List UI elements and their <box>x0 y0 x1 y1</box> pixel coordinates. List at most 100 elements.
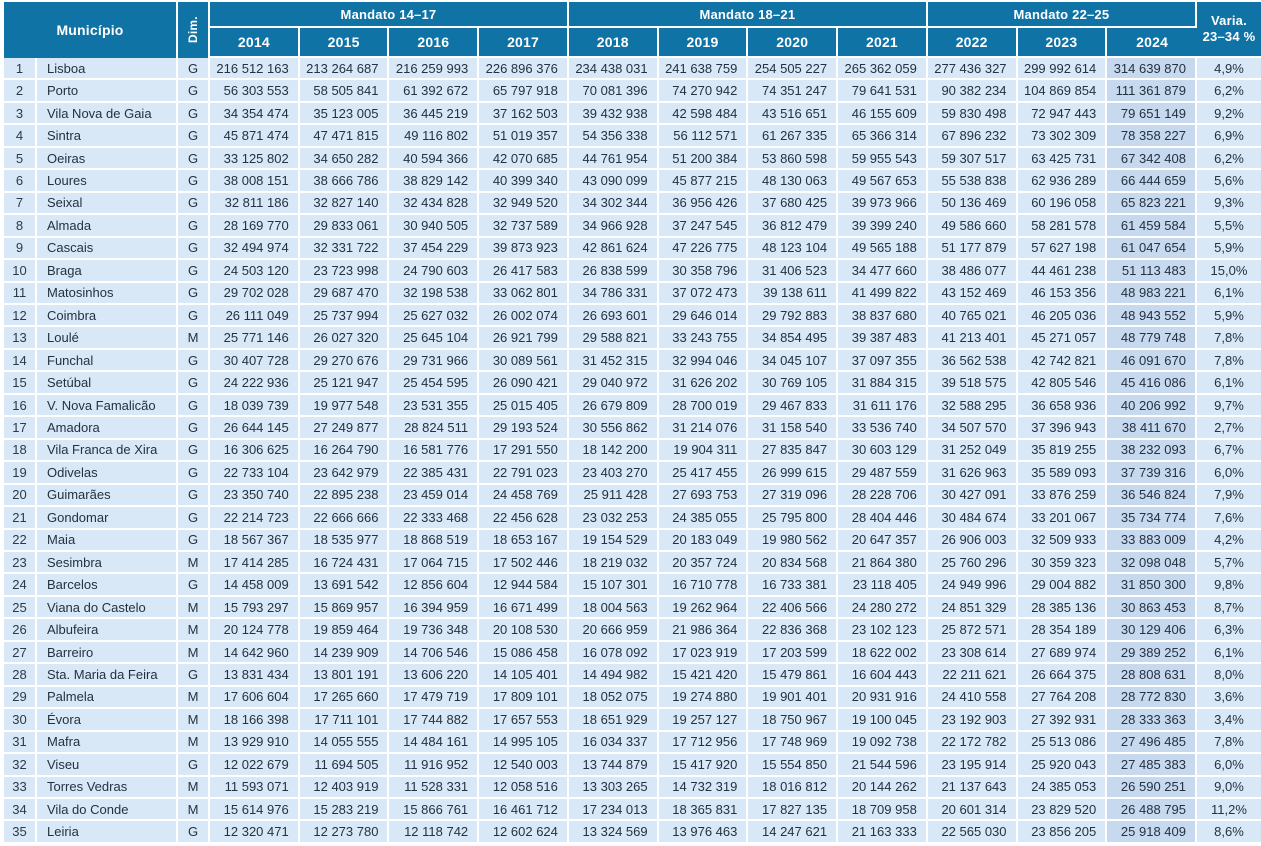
value-2020: 39 138 611 <box>748 282 839 305</box>
table-row: 6 Loures G 38 008 151 38 666 786 38 829 … <box>4 170 1261 193</box>
value-2021: 20 144 262 <box>838 776 928 799</box>
value-2014: 18 567 367 <box>210 529 300 552</box>
value-2014: 13 929 910 <box>210 731 300 755</box>
value-2014: 30 407 728 <box>210 349 300 373</box>
value-2016: 17 479 719 <box>389 686 480 710</box>
value-2023: 42 742 821 <box>1017 349 1108 373</box>
row-rank: 17 <box>4 417 37 440</box>
value-2020: 19 901 401 <box>748 686 839 710</box>
row-rank: 23 <box>4 551 37 575</box>
value-2022: 26 906 003 <box>927 529 1018 552</box>
row-rank: 3 <box>4 102 37 126</box>
value-2022: 31 626 963 <box>927 462 1018 485</box>
dimension-value: M <box>178 798 210 822</box>
value-2015: 35 123 005 <box>299 102 390 126</box>
value-2021: 33 536 740 <box>838 417 928 440</box>
value-2020: 22 836 368 <box>748 619 839 642</box>
value-2024: 65 823 221 <box>1107 192 1197 216</box>
row-rank: 21 <box>4 507 37 530</box>
municipality-name: Braga <box>37 260 178 283</box>
variation-value: 5,6% <box>1196 170 1261 193</box>
value-2020: 27 835 847 <box>748 439 839 463</box>
variation-value: 5,9% <box>1196 237 1261 261</box>
municipality-name: Barreiro <box>37 641 178 665</box>
value-2024: 27 485 383 <box>1107 754 1197 777</box>
row-rank: 19 <box>4 462 37 485</box>
dimension-value: G <box>178 439 210 463</box>
value-2019: 21 986 364 <box>658 619 749 642</box>
dimension-value: G <box>178 574 210 597</box>
value-2016: 16 581 776 <box>389 439 480 463</box>
value-2017: 26 090 421 <box>479 372 569 395</box>
dimension-value: M <box>178 776 210 799</box>
dimension-value: G <box>178 394 210 418</box>
value-2018: 30 556 862 <box>568 417 659 440</box>
value-2018: 18 004 563 <box>568 596 659 620</box>
value-2016: 61 392 672 <box>389 80 480 103</box>
value-2017: 14 105 401 <box>479 664 569 687</box>
value-2018: 54 356 338 <box>568 125 659 148</box>
row-rank: 10 <box>4 260 37 283</box>
value-2014: 26 644 145 <box>210 417 300 440</box>
table-row: 4 Sintra G 45 871 474 47 471 815 49 116 … <box>4 125 1261 148</box>
value-2015: 29 687 470 <box>299 282 390 305</box>
table-row: 25 Viana do Castelo M 15 793 297 15 869 … <box>4 596 1261 620</box>
value-2016: 11 916 952 <box>389 754 480 777</box>
row-rank: 24 <box>4 574 37 597</box>
row-rank: 4 <box>4 125 37 148</box>
value-2024: 29 389 252 <box>1107 641 1197 665</box>
value-2019: 29 646 014 <box>658 304 749 328</box>
value-2015: 38 666 786 <box>299 170 390 193</box>
value-2014: 56 303 553 <box>210 80 300 103</box>
value-2018: 23 403 270 <box>568 462 659 485</box>
value-2016: 49 116 802 <box>389 125 480 148</box>
value-2014: 11 593 071 <box>210 776 300 799</box>
value-2016: 12 856 604 <box>389 574 480 597</box>
value-2018: 26 838 599 <box>568 260 659 283</box>
value-2016: 23 531 355 <box>389 394 480 418</box>
value-2019: 17 023 919 <box>658 641 749 665</box>
table-row: 34 Vila do Conde M 15 614 976 15 283 219… <box>4 798 1261 822</box>
year-header: 2017 <box>479 28 569 58</box>
value-2018: 34 786 331 <box>568 282 659 305</box>
row-rank: 12 <box>4 304 37 328</box>
value-2019: 51 200 384 <box>658 147 749 171</box>
value-2014: 24 503 120 <box>210 260 300 283</box>
value-2021: 39 399 240 <box>838 215 928 238</box>
municipality-name: Mafra <box>37 731 178 755</box>
table-row: 28 Sta. Maria da Feira G 13 831 434 13 8… <box>4 664 1261 687</box>
municipality-name: Matosinhos <box>37 282 178 305</box>
municipality-name: Almada <box>37 215 178 238</box>
value-2021: 29 487 559 <box>838 462 928 485</box>
value-2022: 23 308 614 <box>927 641 1018 665</box>
value-2022: 30 484 674 <box>927 507 1018 530</box>
municipality-name: Porto <box>37 80 178 103</box>
value-2021: 21 163 333 <box>838 821 928 844</box>
value-2016: 16 394 959 <box>389 596 480 620</box>
row-rank: 35 <box>4 821 37 844</box>
value-2018: 16 078 092 <box>568 641 659 665</box>
value-2016: 14 706 546 <box>389 641 480 665</box>
table-row: 22 Maia G 18 567 367 18 535 977 18 868 5… <box>4 529 1261 552</box>
value-2015: 13 691 542 <box>299 574 390 597</box>
mandate-group-header: Mandato 18–21 <box>568 2 928 28</box>
value-2021: 20 647 357 <box>838 529 928 552</box>
table-row: 20 Guimarães G 23 350 740 22 895 238 23 … <box>4 484 1261 508</box>
table-row: 3 Vila Nova de Gaia G 34 354 474 35 123 … <box>4 102 1261 126</box>
municipality-name: Évora <box>37 709 178 732</box>
municipality-name: Loulé <box>37 327 178 350</box>
value-2018: 34 966 928 <box>568 215 659 238</box>
table-row: 11 Matosinhos G 29 702 028 29 687 470 32… <box>4 282 1261 305</box>
year-header: 2021 <box>838 28 928 58</box>
value-2023: 25 513 086 <box>1017 731 1108 755</box>
table-row: 13 Loulé M 25 771 146 26 027 320 25 645 … <box>4 327 1261 350</box>
value-2021: 59 955 543 <box>838 147 928 171</box>
row-rank: 16 <box>4 394 37 418</box>
value-2019: 45 877 215 <box>658 170 749 193</box>
municipality-name: Seixal <box>37 192 178 216</box>
dimension-value: G <box>178 170 210 193</box>
value-2023: 104 869 854 <box>1017 80 1108 103</box>
value-2023: 29 004 882 <box>1017 574 1108 597</box>
value-2017: 42 070 685 <box>479 147 569 171</box>
dimension-value: G <box>178 80 210 103</box>
